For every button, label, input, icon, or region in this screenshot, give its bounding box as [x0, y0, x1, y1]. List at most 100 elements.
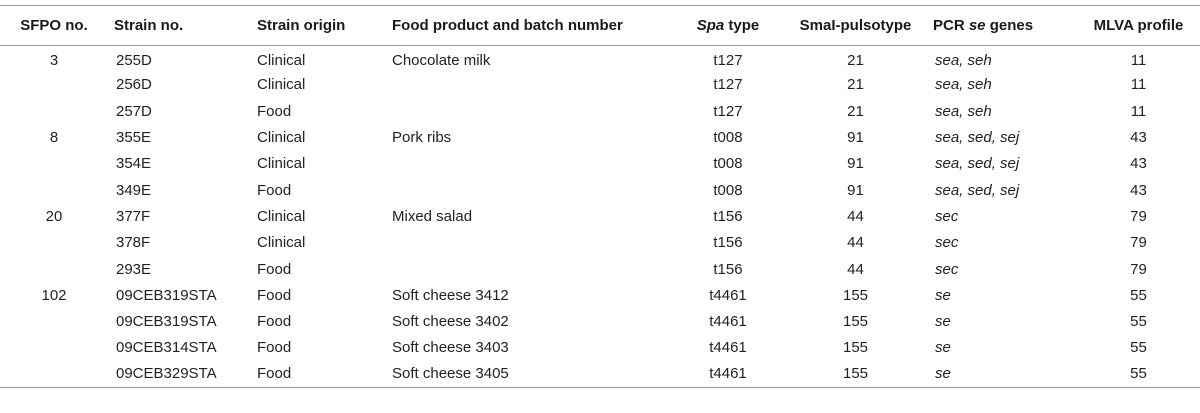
cell-food [386, 177, 672, 203]
cell-sfpo: 20 [45, 207, 63, 225]
cell-spa-type: t4461 [709, 286, 747, 304]
table-row: 349E Food t008 91 sea, sed, sej 43 [0, 177, 1200, 203]
cell-strain: 09CEB319STA [116, 313, 217, 331]
cell-origin: Food [257, 102, 292, 120]
cell-mlva: 11 [1130, 102, 1147, 120]
cell-spa-type: t156 [713, 234, 743, 252]
cell-pcr-genes: sea, seh [935, 76, 992, 94]
cell-sfpo [0, 361, 108, 388]
cell-sfpo [0, 151, 108, 177]
header-sfpo: SFPO no. [0, 5, 108, 46]
cell-food [386, 98, 672, 124]
table-row: 09CEB329STA Food Soft cheese 3405 t4461 155 s… [0, 361, 1200, 388]
header-origin: Strain origin [251, 5, 386, 46]
header-spa: Spa type [672, 5, 784, 46]
cell-sfpo [0, 308, 108, 334]
cell-sfpo [0, 335, 108, 361]
cell-pulsotype: 21 [847, 76, 864, 94]
table-row: 256D Clinical t127 21 sea, seh 11 [0, 72, 1200, 98]
table-row: 257D Food t127 21 sea, seh 11 [0, 98, 1200, 124]
cell-spa-type: t127 [713, 76, 743, 94]
cell-origin: Clinical [257, 76, 306, 94]
cell-spa-type: t4461 [709, 313, 747, 331]
cell-food: Soft cheese 3402 [392, 313, 509, 331]
header-pcr: PCR se genes [927, 5, 1077, 46]
cell-sfpo: 3 [49, 52, 59, 70]
cell-pulsotype: 155 [842, 339, 869, 357]
cell-pcr-genes: sea, sed, sej [935, 129, 1020, 147]
table-row: 354E Clinical t008 91 sea, sed, sej 43 [0, 151, 1200, 177]
header-pcr-italic: se [968, 17, 986, 34]
cell-mlva: 43 [1130, 155, 1147, 173]
cell-pulsotype: 21 [847, 102, 864, 120]
cell-pcr-genes: sec [935, 234, 959, 252]
cell-spa-type: t156 [713, 207, 743, 225]
cell-mlva: 55 [1130, 339, 1147, 357]
table-row: 378F Clinical t156 44 sec 79 [0, 230, 1200, 256]
cell-pcr-genes: sec [935, 260, 959, 278]
cell-strain: 09CEB319STA [116, 286, 217, 304]
table-body: 3 255D Clinical Chocolate milk t127 21 sea, se… [0, 46, 1200, 388]
table-header: SFPO no. Strain no. Strain origin Food p… [0, 5, 1200, 46]
cell-pcr-genes: sea, seh [935, 102, 992, 120]
cell-mlva: 55 [1130, 286, 1147, 304]
table-row: 3 255D Clinical Chocolate milk t127 21 sea, se… [0, 46, 1200, 72]
cell-sfpo [0, 177, 108, 203]
cell-food: Soft cheese 3405 [386, 361, 672, 388]
cell-origin: Food [257, 313, 292, 331]
cell-mlva: 79 [1130, 260, 1147, 278]
cell-spa-type: t4461 [709, 339, 747, 357]
cell-food: Soft cheese 3412 [392, 286, 509, 304]
cell-strain: 256D [116, 76, 152, 94]
cell-pcr-genes: se [935, 313, 951, 331]
cell-pulsotype: 44 [847, 260, 864, 278]
header-mlva: MLVA profile [1077, 5, 1200, 46]
cell-origin: Food [257, 339, 292, 357]
cell-spa-type: t156 [713, 260, 743, 278]
cell-strain: 257D [116, 102, 152, 120]
cell-food: Chocolate milk [392, 52, 491, 70]
cell-pulsotype: 155 [842, 313, 869, 331]
cell-strain: 378F [116, 234, 151, 252]
strain-typing-table: SFPO no. Strain no. Strain origin Food p… [0, 5, 1200, 388]
cell-food: Mixed salad [392, 207, 473, 225]
cell-strain: 09CEB314STA [116, 339, 217, 357]
cell-food [386, 256, 672, 282]
cell-origin: Food [257, 286, 292, 304]
cell-food [386, 230, 672, 256]
cell-pulsotype: 91 [847, 129, 864, 147]
cell-origin: Food [257, 181, 292, 199]
cell-origin: Clinical [257, 234, 306, 252]
header-smai: SmaI-pulsotype [784, 5, 927, 46]
cell-pcr-genes: sea, sed, sej [935, 181, 1020, 199]
header-row: SFPO no. Strain no. Strain origin Food p… [0, 5, 1200, 46]
cell-strain: 377F [116, 207, 151, 225]
cell-pulsotype: 44 [847, 207, 864, 225]
cell-pcr-genes: sea, sed, sej [935, 155, 1020, 173]
table-row: 09CEB319STA Food Soft cheese 3402 t4461 155 s… [0, 308, 1200, 334]
cell-origin: Food [251, 361, 386, 388]
table-row: 09CEB314STA Food Soft cheese 3403 t4461 155 s… [0, 335, 1200, 361]
cell-spa-type: t4461 [672, 361, 784, 388]
cell-origin: Clinical [257, 52, 306, 70]
cell-spa-type: t127 [713, 102, 743, 120]
cell-pulsotype: 44 [847, 234, 864, 252]
table-row: 102 09CEB319STA Food Soft cheese 3412 t4461 1… [0, 282, 1200, 308]
cell-mlva: 11 [1130, 52, 1147, 70]
cell-pulsotype: 91 [847, 155, 864, 173]
cell-mlva: 55 [1130, 313, 1147, 331]
cell-food [386, 72, 672, 98]
header-spa-rest: type [724, 17, 760, 34]
cell-origin: Food [257, 260, 292, 278]
cell-sfpo: 8 [49, 129, 59, 147]
cell-pulsotype: 91 [847, 181, 864, 199]
cell-origin: Clinical [257, 207, 306, 225]
cell-pulsotype: 21 [847, 52, 864, 70]
cell-mlva: 79 [1130, 207, 1147, 225]
header-pcr-post: genes [985, 17, 1034, 34]
cell-strain: 293E [116, 260, 152, 278]
cell-food: Soft cheese 3403 [392, 339, 509, 357]
cell-strain: 349E [116, 181, 152, 199]
cell-sfpo [0, 230, 108, 256]
